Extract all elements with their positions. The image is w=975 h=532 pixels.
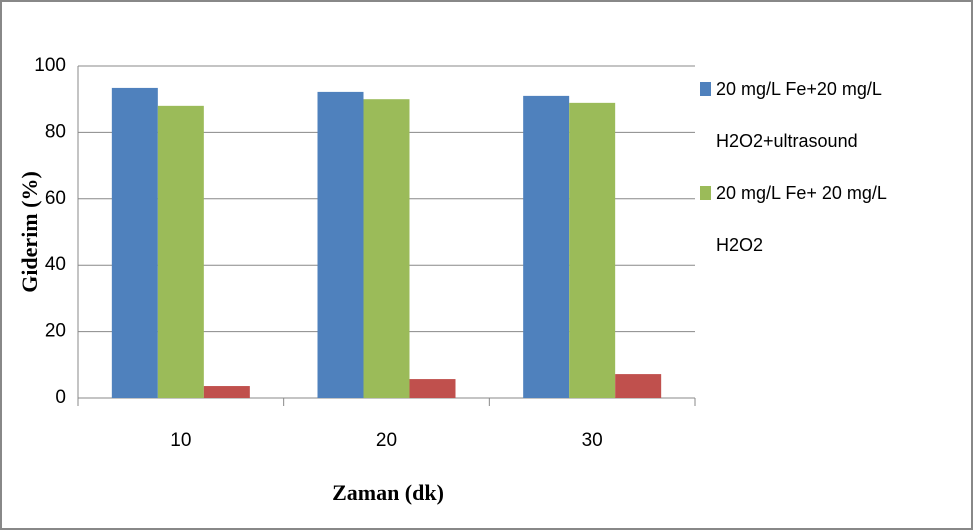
legend-label: 20 mg/L Fe+20 mg/L H2O2+ultrasound [716,79,882,151]
legend-entry: 20 mg/L Fe+20 mg/L H2O2+ultrasound [700,63,900,167]
y-axis-label: Giderim (%) [17,171,42,293]
y-tick-label: 40 [45,254,66,275]
x-tick-label: 10 [170,430,191,451]
y-tick-label: 0 [55,387,66,408]
legend-swatch [700,186,711,200]
legend-label: 20 mg/L Fe+ 20 mg/L H2O2 [716,183,887,255]
legend-entry: 20 mg/L Fe+ 20 mg/L H2O2 [700,167,900,271]
bar [363,99,410,398]
bar [203,386,250,398]
bar [157,105,204,398]
y-tick-label: 60 [45,188,66,209]
bar [615,374,662,398]
x-tick-label: 20 [376,430,397,451]
x-tick-label: 30 [582,430,603,451]
y-tick-label: 20 [45,321,66,342]
x-axis-label: Zaman (dk) [332,480,444,505]
y-tick-label: 80 [45,121,66,142]
legend-swatch [700,82,711,96]
bar [317,91,364,398]
bar [523,95,570,398]
y-tick-label: 100 [34,55,66,76]
bar [409,379,456,398]
bar [569,102,616,399]
bar [111,87,158,399]
